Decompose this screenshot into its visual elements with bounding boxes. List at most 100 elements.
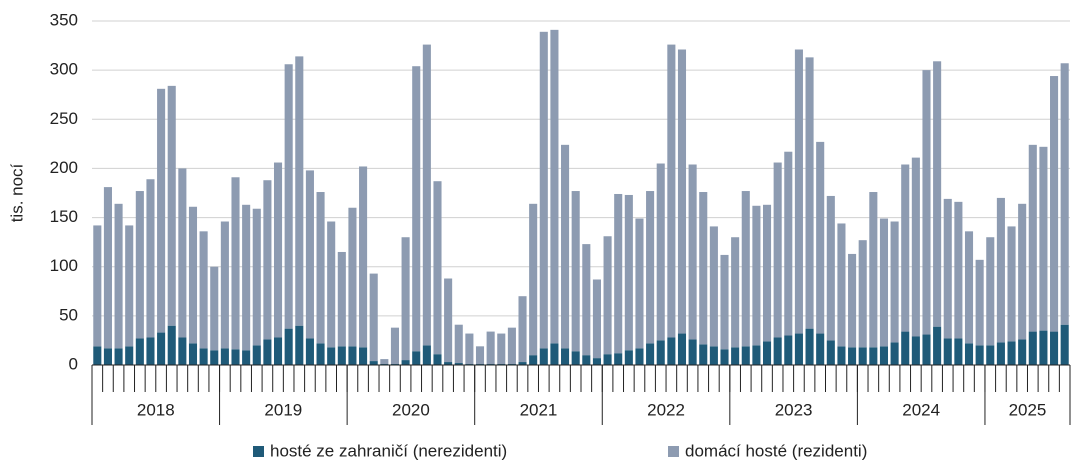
bar-segment <box>922 334 931 365</box>
x-group-label: 2025 <box>1009 400 1047 419</box>
bar-segment <box>263 339 272 365</box>
bar-segment <box>964 231 974 344</box>
bar-segment <box>624 194 633 351</box>
bar-segment <box>709 226 718 347</box>
bar-segment <box>188 343 198 365</box>
bar-segment <box>773 337 782 365</box>
bar-segment <box>422 44 431 346</box>
bar-segment <box>592 358 601 365</box>
bar-segment <box>794 333 803 365</box>
bar-segment <box>210 350 219 365</box>
bar-segment <box>943 338 952 365</box>
bar-segment <box>996 342 1005 365</box>
bar-segment <box>837 223 846 347</box>
bar-segment <box>93 346 102 365</box>
bar-segment <box>667 44 676 338</box>
legend-swatch <box>253 446 264 457</box>
y-tick-label: 150 <box>50 207 78 226</box>
legend-swatch <box>668 446 679 457</box>
bar-segment <box>848 253 857 348</box>
bar-segment <box>497 333 506 365</box>
bar-segment <box>582 244 591 356</box>
bar-segment <box>433 181 442 355</box>
bar-segment <box>1050 331 1059 365</box>
bar-segment <box>826 340 835 365</box>
bar-segment <box>146 179 155 338</box>
bar-segment <box>242 350 251 365</box>
bar-segment <box>762 204 772 342</box>
bar-segment <box>677 49 687 334</box>
bar-segment <box>475 346 485 365</box>
bar-segment <box>784 335 793 365</box>
bar-segment <box>284 328 293 365</box>
bar-segment <box>295 325 304 365</box>
bar-segment <box>348 346 357 365</box>
bar-segment <box>348 207 357 347</box>
bar-segment <box>135 338 144 365</box>
bar-segment <box>911 157 920 337</box>
bar-segment <box>305 170 314 339</box>
bar-segment <box>252 345 261 365</box>
bar-segment <box>125 225 134 347</box>
bar-segment <box>582 355 591 365</box>
bar-segment <box>539 31 548 349</box>
bar-segment <box>454 324 463 364</box>
bar-segment <box>561 348 570 365</box>
bar-segment <box>188 206 198 344</box>
bar-segment <box>1018 339 1027 365</box>
bar-segment <box>199 348 208 365</box>
bar-segment <box>518 296 527 363</box>
bar-segment <box>784 151 793 336</box>
bar-segment <box>826 195 835 341</box>
x-group-label: 2024 <box>902 400 940 419</box>
bar-segment <box>550 343 559 365</box>
bar-segment <box>869 192 878 348</box>
y-tick-label: 200 <box>50 158 78 177</box>
bar-segment <box>890 221 899 343</box>
bar-segment <box>954 201 963 339</box>
bar-segment <box>295 56 304 326</box>
bar-segment <box>444 278 453 363</box>
bar-segment <box>231 349 240 365</box>
bar-segment <box>667 337 676 365</box>
bar-segment <box>656 163 665 341</box>
bar-segment <box>529 355 538 365</box>
bar-segment <box>646 191 655 344</box>
bar-segment <box>561 144 570 349</box>
bar-segment <box>401 237 410 361</box>
bar-segment <box>762 341 772 365</box>
bar-segment <box>890 342 899 365</box>
bar-segment <box>220 348 229 365</box>
bar-segment <box>858 347 867 365</box>
bar-segment <box>805 328 814 365</box>
bar-segment <box>178 337 187 365</box>
bar-segment <box>571 191 580 352</box>
bar-segment <box>656 340 665 365</box>
y-axis-label: tis. nocí <box>7 163 26 222</box>
bar-segment <box>773 162 782 338</box>
bar-segment <box>879 346 889 365</box>
bar-segment <box>507 327 516 365</box>
bar-segment <box>731 237 740 348</box>
bar-segment <box>1060 63 1069 325</box>
bar-segment <box>337 251 346 347</box>
bar-segment <box>412 66 421 352</box>
bar-segment <box>167 85 176 326</box>
bar-segment <box>359 347 368 365</box>
bar-segment <box>614 353 623 365</box>
bar-segment <box>327 347 336 365</box>
bar-segment <box>518 362 527 365</box>
bar-segment <box>964 343 974 365</box>
bar-segment <box>1028 331 1037 365</box>
bar-segment <box>603 354 612 365</box>
bar-segment <box>741 346 750 365</box>
bar-segment <box>252 208 261 346</box>
bar-segment <box>444 362 453 365</box>
bar-segment <box>720 254 729 350</box>
bar-segment <box>901 331 910 365</box>
bar-segment <box>986 237 995 346</box>
bar-segment <box>677 333 687 365</box>
bar-segment <box>529 203 538 356</box>
bar-segment <box>688 339 697 365</box>
bar-segment <box>273 162 283 338</box>
